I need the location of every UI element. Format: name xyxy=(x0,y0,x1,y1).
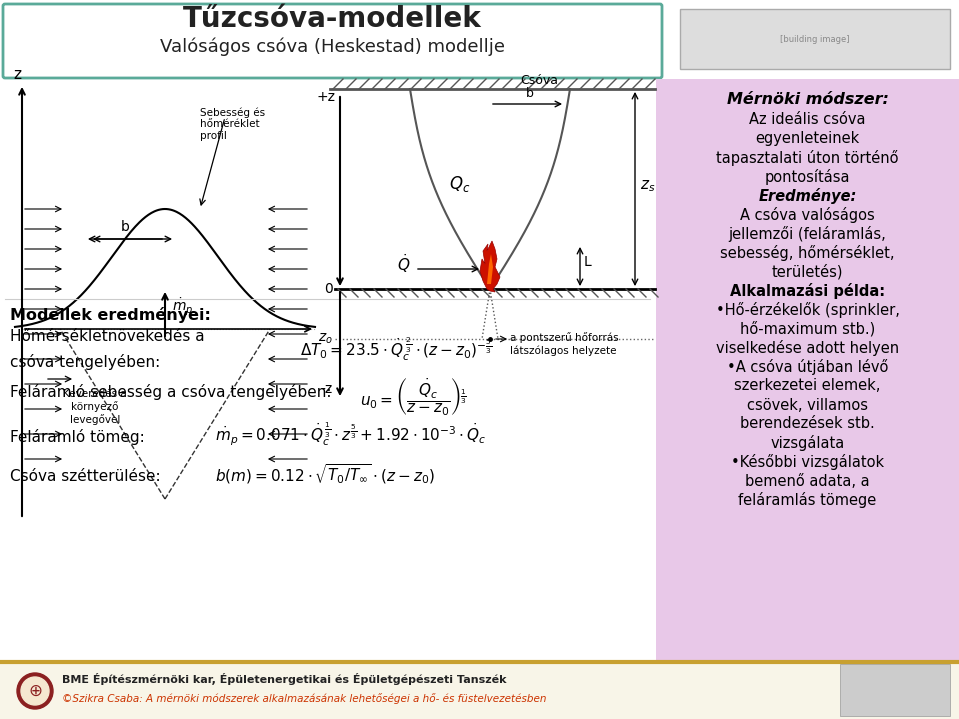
Text: bemenő adata, a: bemenő adata, a xyxy=(745,474,870,488)
Text: A csóva valóságos: A csóva valóságos xyxy=(740,207,875,223)
Text: b: b xyxy=(526,87,534,100)
Text: csövek, villamos: csövek, villamos xyxy=(747,398,868,413)
Polygon shape xyxy=(487,254,493,284)
Bar xyxy=(680,9,950,69)
Bar xyxy=(0,662,959,719)
Text: Az ideális csóva: Az ideális csóva xyxy=(749,112,866,127)
Text: pontosítása: pontosítása xyxy=(764,169,851,185)
Text: Modellek eredményei:: Modellek eredményei: xyxy=(10,307,211,323)
Text: Csóva szétterülése:: Csóva szétterülése: xyxy=(10,469,160,484)
Text: •Hő-érzékelők (sprinkler,: •Hő-érzékelők (sprinkler, xyxy=(715,302,900,318)
Text: feláramlás tömege: feláramlás tömege xyxy=(738,492,877,508)
Text: $\Delta T_0 = 23.5 \cdot \dot{Q}_c^{\;\frac{2}{3}} \cdot (z - z_0)^{-\frac{5}{3}: $\Delta T_0 = 23.5 \cdot \dot{Q}_c^{\;\f… xyxy=(300,335,493,362)
Text: Mérnöki módszer:: Mérnöki módszer: xyxy=(727,91,888,106)
Text: -z: -z xyxy=(320,382,333,396)
Text: •A csóva útjában lévő: •A csóva útjában lévő xyxy=(727,359,888,375)
Text: vizsgálata: vizsgálata xyxy=(770,435,845,451)
Text: Hőmérsékletnövekedés a: Hőmérsékletnövekedés a xyxy=(10,329,204,344)
Text: $Q_c$: $Q_c$ xyxy=(450,174,471,194)
Text: $b(m) = 0.12 \cdot \sqrt{T_0 / T_\infty} \cdot (z - z_0)$: $b(m) = 0.12 \cdot \sqrt{T_0 / T_\infty}… xyxy=(215,462,435,486)
Text: berendezések stb.: berendezések stb. xyxy=(740,416,875,431)
Text: ©Szikra Csaba: A mérnöki módszerek alkalmazásának lehetőségei a hő- és füstelvez: ©Szikra Csaba: A mérnöki módszerek alkal… xyxy=(62,694,547,705)
Text: 0: 0 xyxy=(324,282,333,296)
Text: egyenleteinek: egyenleteinek xyxy=(756,132,859,147)
Text: $\dot{m}_p$: $\dot{m}_p$ xyxy=(172,296,194,317)
Text: z: z xyxy=(13,67,21,82)
Text: Alkalmazási példa:: Alkalmazási példa: xyxy=(730,283,885,299)
FancyBboxPatch shape xyxy=(3,4,662,78)
Text: jellemzői (feláramlás,: jellemzői (feláramlás, xyxy=(729,226,886,242)
Text: BME Építészmérnöki kar, Épületenergetikai és Épületgépészeti Tanszék: BME Építészmérnöki kar, Épületenergetika… xyxy=(62,673,506,685)
Text: Keveredés a
környező
levegővel: Keveredés a környező levegővel xyxy=(63,389,127,424)
Text: $\dot{m}_p = 0.071 \cdot \dot{Q}_c^{\,\frac{1}{3}} \cdot z^{\frac{5}{3}} + 1.92 : $\dot{m}_p = 0.071 \cdot \dot{Q}_c^{\,\f… xyxy=(215,421,486,448)
Text: viselkedése adott helyen: viselkedése adott helyen xyxy=(716,340,900,356)
Text: a pontszerű hőforrás
látszólagos helyzete: a pontszerű hőforrás látszólagos helyzet… xyxy=(510,332,619,356)
Text: Eredménye:: Eredménye: xyxy=(759,188,856,204)
Text: $z_o$: $z_o$ xyxy=(318,331,333,347)
Text: •Későbbi vizsgálatok: •Későbbi vizsgálatok xyxy=(731,454,884,470)
Bar xyxy=(840,664,950,716)
Text: szerkezetei elemek,: szerkezetei elemek, xyxy=(735,378,880,393)
Text: b: b xyxy=(121,220,129,234)
Text: [building image]: [building image] xyxy=(781,35,850,44)
Text: tapasztalati úton történő: tapasztalati úton történő xyxy=(716,150,899,166)
Circle shape xyxy=(17,673,53,709)
Bar xyxy=(656,79,959,662)
Circle shape xyxy=(21,677,49,705)
Text: Sebesség és
hőméréklet
profil: Sebesség és hőméréklet profil xyxy=(200,107,265,141)
Text: hő-maximum stb.): hő-maximum stb.) xyxy=(740,321,876,336)
Text: L: L xyxy=(584,255,592,270)
Text: Feláramló sebesség a csóva tengelyében:: Feláramló sebesség a csóva tengelyében: xyxy=(10,384,332,400)
Text: területés): területés) xyxy=(772,265,843,280)
Text: +z: +z xyxy=(316,90,335,104)
Text: $z_s$: $z_s$ xyxy=(640,178,655,193)
Text: Feláramló tömeg:: Feláramló tömeg: xyxy=(10,429,145,445)
Text: Csóva: Csóva xyxy=(520,74,558,87)
Text: Valóságos csóva (Heskestad) modellje: Valóságos csóva (Heskestad) modellje xyxy=(159,38,504,56)
Text: csóva tengelyében:: csóva tengelyében: xyxy=(10,354,160,370)
Text: sebesség, hőmérséklet,: sebesség, hőmérséklet, xyxy=(720,245,895,261)
Text: Tűzcsóva-modellek: Tűzcsóva-modellek xyxy=(182,5,481,33)
Polygon shape xyxy=(480,241,500,292)
Text: $u_0 = \left(\dfrac{\dot{Q}_c}{z - z_0}\right)^{\!\frac{1}{3}}$: $u_0 = \left(\dfrac{\dot{Q}_c}{z - z_0}\… xyxy=(360,377,467,418)
Text: $\dot{Q}$: $\dot{Q}$ xyxy=(397,252,410,275)
Text: ⊕: ⊕ xyxy=(28,682,42,700)
